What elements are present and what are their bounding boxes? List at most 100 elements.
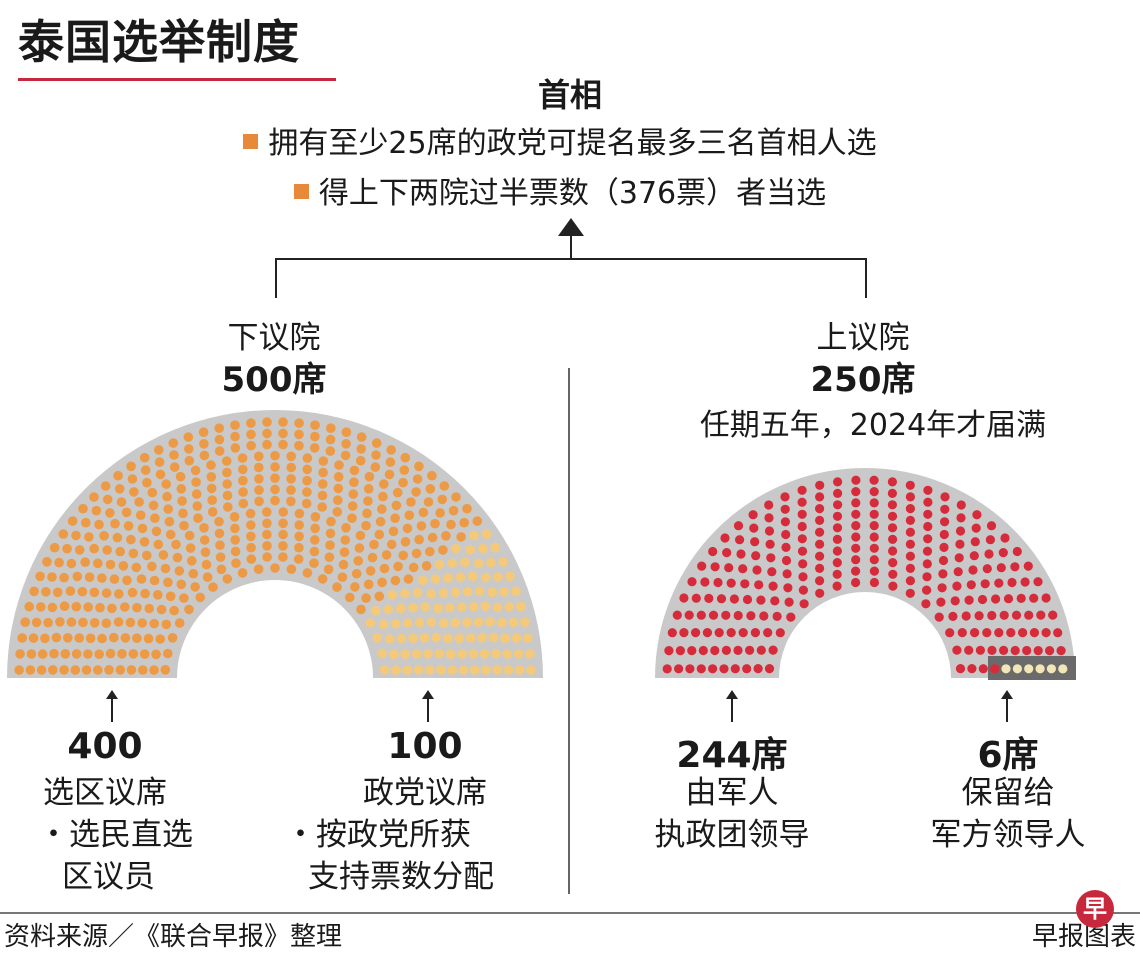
lower-seat-24 [117, 649, 127, 659]
lower-seat-331 [362, 508, 372, 519]
lower-seat-330 [339, 547, 350, 557]
lower-seat-444 [499, 587, 509, 597]
lower-seat-457 [408, 633, 418, 643]
lower-seat-268 [294, 429, 304, 440]
lower-seat-407 [418, 575, 428, 586]
constituency-note-1: ・选民直选 [38, 817, 193, 853]
lower-seat-304 [333, 495, 343, 506]
lower-seat-462 [497, 617, 507, 628]
lower-seat-194 [207, 507, 218, 517]
lower-seat-57 [41, 587, 51, 597]
lower-seat-325 [363, 484, 374, 494]
upper-seat-27 [726, 628, 736, 638]
lower-seat-191 [214, 528, 225, 539]
lower-seat-396 [472, 516, 483, 526]
lower-seat-349 [353, 556, 364, 566]
lower-seat-66 [35, 571, 45, 582]
lower-seat-311 [355, 455, 366, 466]
lower-seat-148 [150, 513, 160, 523]
lower-seat-179 [193, 513, 203, 523]
lower-seat-397 [438, 545, 448, 555]
upper-seat-179 [970, 537, 980, 547]
lower-seat-361 [404, 510, 415, 520]
lower-seat-359 [367, 552, 378, 563]
upper-seat-35 [763, 628, 773, 638]
upper-seat-136 [887, 477, 898, 487]
upper-seat-245 [1001, 664, 1011, 674]
lower-seat-239 [253, 451, 264, 462]
lower-seat-252 [270, 473, 280, 484]
upper-seat-198 [980, 579, 990, 589]
pm-rule-1: 拥有至少25席的政党可提名最多三名首相人选 [160, 118, 960, 162]
lower-seat-150 [165, 529, 176, 540]
lower-seat-51 [101, 618, 112, 628]
lower-seat-398 [456, 532, 466, 542]
lower-seat-460 [485, 617, 495, 627]
upper-seat-230 [1029, 628, 1039, 638]
lower-seat-65 [107, 603, 117, 614]
lower-seat-99 [89, 543, 99, 554]
lower-seat-438 [403, 618, 413, 628]
lower-seat-121 [142, 550, 152, 561]
upper-seat-151 [923, 485, 933, 495]
lower-seat-95 [169, 605, 179, 616]
upper-seat-21 [756, 645, 766, 655]
lower-seat-281 [301, 498, 312, 509]
lower-seat-272 [286, 564, 297, 574]
upper-seat-132 [869, 543, 879, 553]
upper-seat-15 [710, 645, 720, 656]
upper-seat-70 [733, 521, 744, 531]
lower-seat-160 [185, 543, 196, 553]
lower-seat-445 [511, 586, 521, 597]
lower-seat-366 [402, 523, 413, 534]
lower-seat-433 [391, 618, 401, 629]
upper-seat-217 [999, 610, 1009, 620]
upper-seat-159 [923, 534, 933, 544]
upper-seat-55 [786, 612, 796, 622]
lower-seat-411 [478, 543, 488, 554]
upper-seat-239 [1045, 646, 1055, 656]
lower-seat-235 [254, 496, 264, 507]
upper-seat-111 [832, 523, 843, 533]
lower-seat-447 [426, 617, 437, 627]
lower-seat-279 [302, 487, 312, 497]
lower-seat-11 [126, 665, 137, 675]
upper-seat-112 [832, 511, 843, 521]
lower-seat-94 [122, 575, 132, 586]
upper-seat-36 [691, 593, 701, 603]
lower-seat-463 [508, 617, 519, 628]
lower-seat-481 [468, 649, 479, 659]
reserved-seats-count: 6席 [977, 735, 1039, 776]
lower-seat-220 [238, 498, 249, 509]
lower-seat-69 [47, 572, 57, 582]
upper-seat-79 [781, 555, 792, 566]
upper-seat-39 [775, 628, 785, 638]
lower-seat-440 [487, 587, 498, 598]
lower-seat-219 [246, 542, 256, 553]
upper-seat-29 [738, 628, 748, 638]
pm-rule-2: 得上下两院过半票数（376票）者当选 [160, 168, 960, 212]
upper-seat-190 [1000, 533, 1010, 543]
upper-seat-196 [934, 612, 944, 622]
lower-seat-89 [109, 574, 120, 584]
upper-seat-227 [952, 645, 962, 655]
lower-seat-383 [377, 577, 387, 588]
lower-seat-4 [48, 665, 58, 675]
upper-seat-149 [888, 581, 898, 591]
lower-seat-259 [278, 529, 288, 540]
lower-seat-487 [379, 665, 390, 675]
lower-seat-190 [184, 455, 195, 466]
upper-seat-133 [869, 555, 879, 565]
upper-seat-134 [869, 566, 880, 576]
lower-seat-480 [457, 649, 467, 659]
upper-seat-117 [851, 566, 861, 576]
upper-seat-172 [938, 555, 949, 566]
lower-seat-308 [356, 444, 367, 454]
lower-seat-485 [513, 649, 524, 659]
upper-seat-233 [1053, 628, 1063, 638]
lower-seat-200 [199, 450, 210, 461]
lower-seat-110 [115, 546, 125, 557]
upper-seat-153 [923, 497, 933, 507]
lower-seat-380 [398, 550, 409, 561]
pointer-reserved-icon [1001, 690, 1013, 722]
